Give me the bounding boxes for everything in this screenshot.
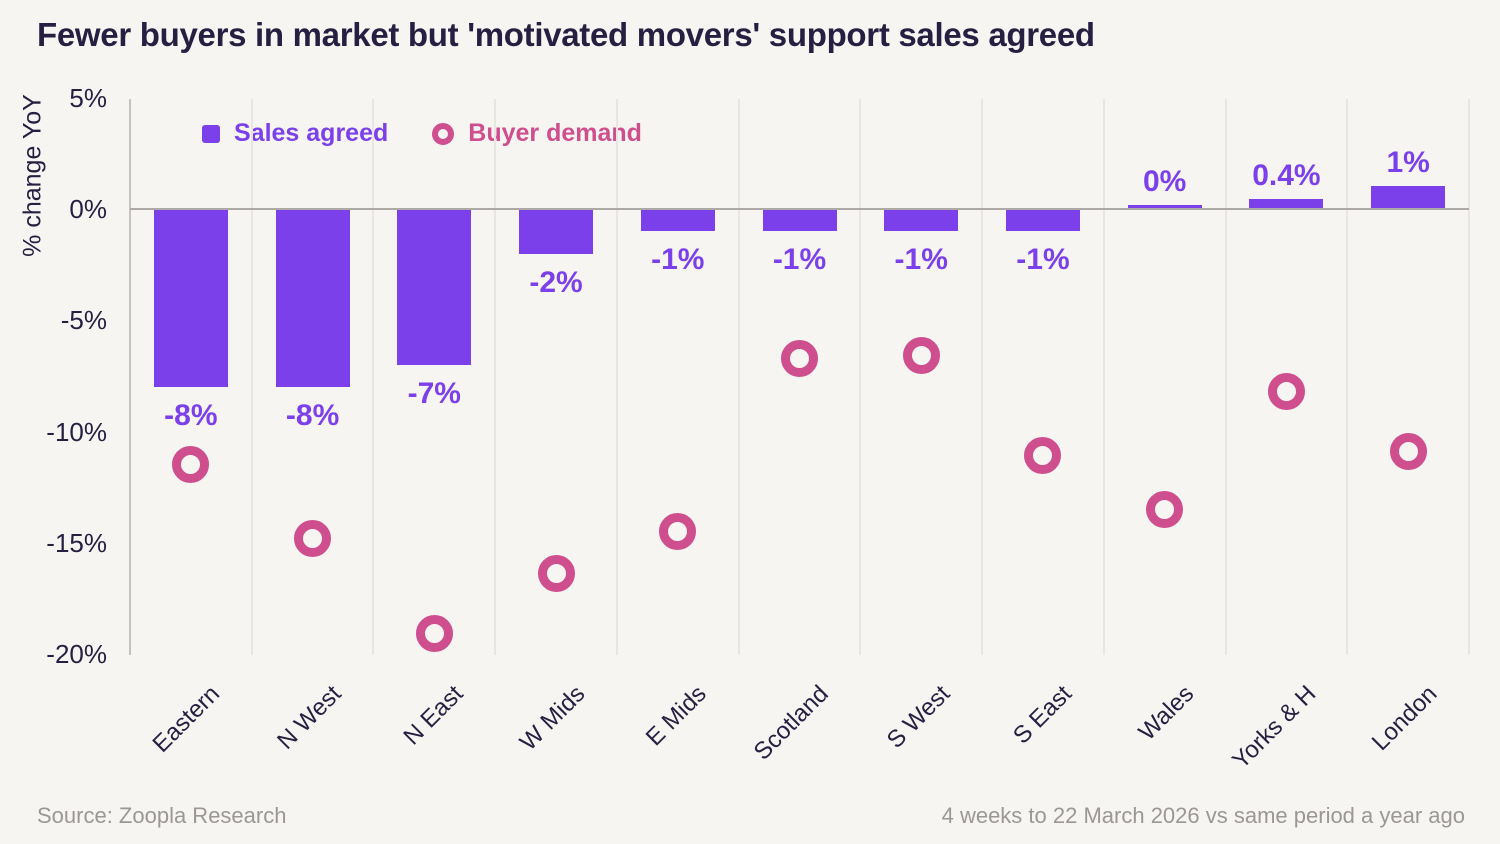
x-axis-label: London	[1366, 680, 1443, 757]
y-tick-label: -20%	[46, 639, 107, 669]
bar-sales-agreed	[1127, 205, 1202, 208]
x-axis-label: Scotland	[748, 680, 834, 766]
gridline-vertical	[859, 99, 862, 655]
bar-value-label: 0%	[1142, 165, 1187, 198]
bar-sales-agreed	[762, 210, 837, 232]
bar-sales-agreed	[519, 210, 594, 254]
footer-period: 4 weeks to 22 March 2026 vs same period …	[941, 803, 1465, 828]
ring-buyer-demand	[659, 513, 697, 551]
chart-title: Fewer buyers in market but 'motivated mo…	[37, 16, 1095, 53]
legend-label-buyer-demand: Buyer demand	[468, 119, 642, 147]
x-axis-label: Yorks & H	[1226, 680, 1321, 775]
footer-source: Source: Zoopla Research	[37, 803, 287, 828]
gridline-vertical	[1346, 99, 1349, 655]
gridline-vertical	[250, 99, 253, 655]
gridline-vertical	[372, 99, 375, 655]
bar-value-label: -1%	[1016, 243, 1070, 277]
legend-item-buyer-demand: Buyer demand	[432, 119, 642, 148]
bar-sales-agreed	[153, 210, 228, 387]
legend: Sales agreed Buyer demand	[202, 119, 642, 148]
ring-buyer-demand	[1024, 437, 1062, 475]
bar-value-label: -1%	[894, 243, 948, 277]
ring-buyer-demand	[781, 339, 818, 377]
bar-value-label: -7%	[407, 376, 461, 410]
bar-value-label: 0.4%	[1252, 159, 1321, 193]
y-axis-title: % change YoY	[18, 94, 47, 257]
ring-buyer-demand	[172, 446, 210, 484]
gridline-vertical	[1102, 99, 1105, 655]
bar-value-label: -8%	[285, 399, 340, 432]
x-axis-label: Wales	[1133, 680, 1200, 746]
bar-value-label: 1%	[1386, 145, 1430, 179]
y-tick-label: -15%	[46, 527, 107, 558]
y-tick-label: -5%	[60, 305, 107, 336]
x-axis-label: E Mids	[641, 680, 713, 752]
buyer-demand-ring-icon	[432, 122, 455, 145]
ring-buyer-demand	[1146, 490, 1184, 528]
gridline-vertical	[1224, 99, 1227, 655]
gridline-vertical	[1468, 99, 1470, 655]
sales-agreed-square-icon	[202, 124, 220, 143]
legend-item-sales-agreed: Sales agreed	[202, 119, 388, 148]
zero-line	[130, 208, 1469, 210]
x-axis-label: S East	[1008, 680, 1078, 750]
ring-buyer-demand	[415, 615, 453, 653]
bar-sales-agreed	[275, 210, 350, 387]
bar-sales-agreed	[1371, 185, 1446, 208]
bar-sales-agreed	[640, 210, 715, 232]
x-axis-label: W Mids	[514, 680, 591, 756]
bar-value-label: -1%	[651, 243, 705, 277]
gridline-vertical	[737, 99, 740, 655]
bar-sales-agreed	[397, 210, 472, 365]
gridline-vertical	[615, 99, 618, 655]
bar-value-label: -1%	[772, 243, 827, 277]
x-axis-label: N East	[398, 680, 469, 751]
ring-buyer-demand	[902, 337, 940, 375]
bar-value-label: -8%	[164, 399, 218, 432]
x-axis-label: S West	[882, 680, 956, 754]
bar-sales-agreed	[1249, 199, 1324, 208]
ring-buyer-demand	[1267, 372, 1305, 410]
bar-sales-agreed	[1005, 210, 1080, 232]
y-axis-line	[129, 99, 131, 655]
ring-buyer-demand	[537, 555, 575, 593]
legend-label-sales-agreed: Sales agreed	[234, 119, 389, 147]
gridline-vertical	[981, 99, 984, 655]
x-axis-label: N West	[272, 680, 347, 755]
ring-buyer-demand	[1389, 433, 1427, 471]
x-axis-label: Eastern	[147, 680, 226, 758]
y-tick-label: 5%	[69, 82, 107, 113]
gridline-vertical	[494, 99, 497, 655]
bar-sales-agreed	[884, 210, 959, 232]
bar-value-label: -2%	[529, 265, 583, 299]
y-tick-label: 0%	[69, 194, 107, 224]
ring-buyer-demand	[294, 519, 332, 557]
y-tick-label: -10%	[46, 416, 107, 447]
